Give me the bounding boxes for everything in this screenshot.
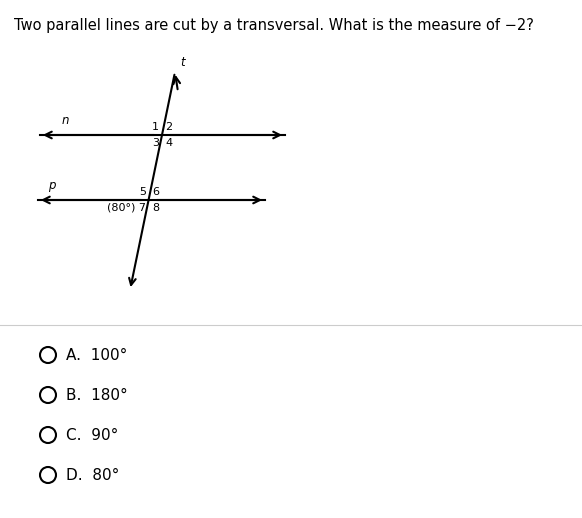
Text: 1: 1	[152, 122, 159, 132]
Text: n: n	[61, 114, 69, 127]
Text: 5: 5	[139, 187, 146, 197]
Text: 3: 3	[152, 138, 159, 148]
Text: 2: 2	[165, 122, 172, 132]
Text: p: p	[48, 179, 56, 192]
Text: B.  180°: B. 180°	[66, 387, 128, 402]
Text: t: t	[180, 56, 184, 69]
Text: 4: 4	[165, 138, 172, 148]
Text: Two parallel lines are cut by a transversal. What is the measure of −2?: Two parallel lines are cut by a transver…	[14, 18, 534, 33]
Text: A.  100°: A. 100°	[66, 348, 127, 363]
Text: (80°) 7: (80°) 7	[107, 203, 146, 213]
Text: C.  90°: C. 90°	[66, 427, 118, 442]
Text: 8: 8	[152, 203, 159, 213]
Text: 6: 6	[152, 187, 159, 197]
Text: D.  80°: D. 80°	[66, 468, 119, 482]
